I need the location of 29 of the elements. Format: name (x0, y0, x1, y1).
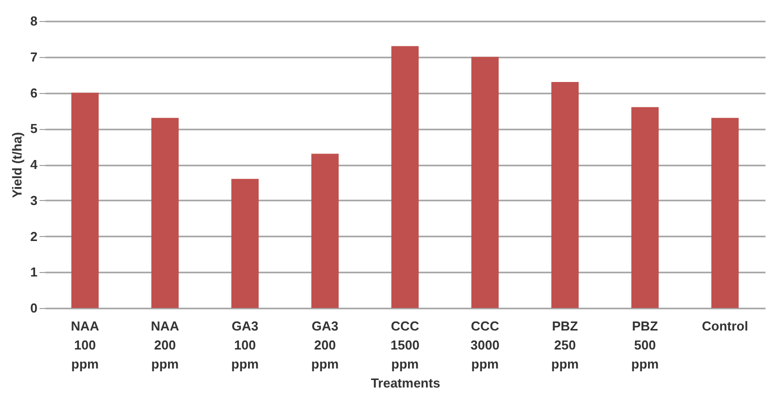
bar (471, 56, 499, 308)
bar (311, 154, 339, 308)
y-tick-label: 4 (30, 157, 38, 172)
x-tick-label: GA3 100 ppm (231, 318, 259, 372)
x-tick-label: CCC 3000 ppm (470, 318, 500, 372)
x-tick-label: PBZ 500 ppm (631, 318, 659, 372)
x-tick-label: GA3 200 ppm (311, 318, 339, 372)
bar (71, 92, 99, 308)
bar (631, 107, 659, 308)
bar (231, 178, 259, 308)
y-tick-label: 1 (30, 264, 38, 280)
y-tick-label: 6 (30, 85, 38, 100)
x-tick-label: Control (702, 318, 748, 334)
y-tick-label: 3 (30, 192, 38, 208)
bar (551, 82, 579, 308)
x-tick-label: NAA 100 ppm (70, 318, 100, 372)
y-tick-label: 7 (30, 49, 38, 64)
y-axis-title: Yield (t/ha) (9, 132, 24, 198)
y-tick-label: 0 (30, 300, 38, 316)
bar (151, 118, 179, 308)
y-tick-label: 2 (30, 228, 38, 244)
x-tick-label: PBZ 250 ppm (551, 318, 579, 372)
bar (391, 46, 419, 308)
y-tick-label: 5 (30, 121, 38, 136)
x-tick-label: CCC 1500 ppm (390, 318, 420, 372)
x-tick-label: NAA 200 ppm (150, 318, 180, 372)
bar (711, 118, 739, 308)
x-axis-title: Treatments (370, 376, 440, 390)
y-tick-label: 8 (30, 14, 38, 28)
